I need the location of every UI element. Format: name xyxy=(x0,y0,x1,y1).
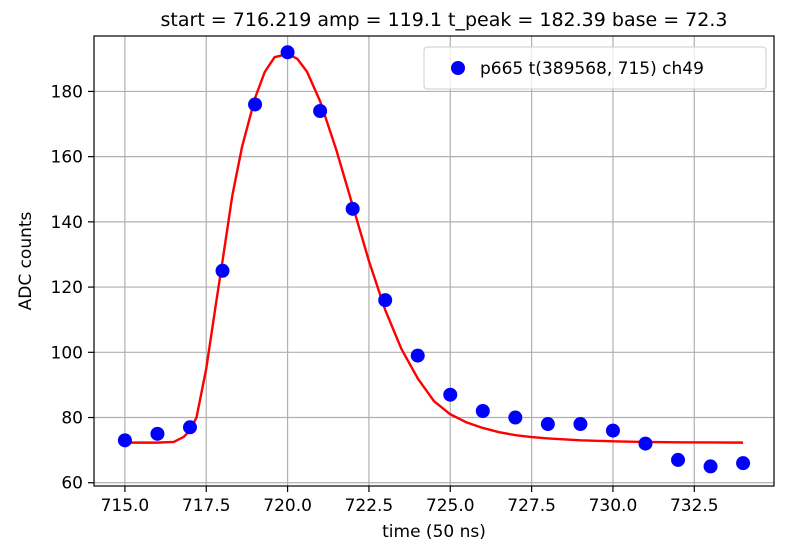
data-point xyxy=(540,417,555,432)
data-point xyxy=(345,201,360,216)
x-tick-label: 720.0 xyxy=(263,496,312,516)
y-tick-label: 120 xyxy=(51,278,83,298)
x-tick-label: 727.5 xyxy=(507,496,556,516)
plot-frame xyxy=(93,35,775,487)
x-tick-label: 725.0 xyxy=(426,496,475,516)
x-axis-ticks: 715.0 717.5 720.0 722.5 725.0 727.5 730.0 732.5 xyxy=(101,486,719,516)
x-tick-label: 722.5 xyxy=(345,496,394,516)
legend-label: p665 t(389568, 715) ch49 xyxy=(480,59,704,79)
grid-lines xyxy=(94,36,774,486)
fit-curve-layer xyxy=(124,52,744,444)
data-point xyxy=(605,423,620,438)
data-point xyxy=(150,426,165,441)
y-tick-label: 80 xyxy=(61,409,83,429)
data-point xyxy=(182,420,197,435)
legend: p665 t(389568, 715) ch49 xyxy=(423,46,767,90)
data-point xyxy=(736,456,751,471)
y-tick-label: 140 xyxy=(51,213,83,233)
data-point xyxy=(410,348,425,363)
data-point xyxy=(313,104,328,118)
y-axis-ticks: 60 80 100 120 140 160 180 xyxy=(51,82,94,494)
y-tick-label: 100 xyxy=(51,343,83,363)
data-point xyxy=(508,410,523,425)
x-tick-label: 715.0 xyxy=(101,496,150,516)
x-tick-label: 732.5 xyxy=(670,496,719,516)
data-point xyxy=(703,459,718,474)
data-point xyxy=(671,452,686,467)
data-point xyxy=(117,433,132,448)
y-axis-label: ADC counts xyxy=(16,211,36,310)
y-tick-label: 180 xyxy=(51,82,83,102)
data-point xyxy=(378,293,393,308)
y-tick-label: 160 xyxy=(51,148,83,168)
data-point xyxy=(475,404,490,418)
y-tick-label: 60 xyxy=(61,474,83,494)
x-tick-label: 717.5 xyxy=(182,496,231,516)
data-point xyxy=(573,417,588,432)
fit-curve xyxy=(124,52,744,444)
x-tick-label: 730.0 xyxy=(589,496,638,516)
legend-box xyxy=(423,46,767,90)
data-points-layer xyxy=(117,45,751,474)
data-point xyxy=(248,97,263,112)
data-point xyxy=(638,436,653,451)
x-axis-label: time (50 ns) xyxy=(382,522,486,542)
data-point xyxy=(443,387,458,402)
data-point xyxy=(280,45,295,60)
chart-title: start = 716.219 amp = 119.1 t_peak = 182… xyxy=(161,9,728,31)
legend-marker xyxy=(451,61,465,75)
data-point xyxy=(215,263,230,278)
